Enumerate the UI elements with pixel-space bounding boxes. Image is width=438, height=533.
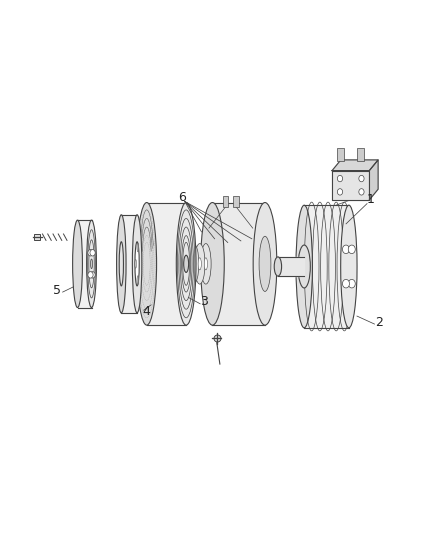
Circle shape	[90, 249, 95, 256]
Circle shape	[343, 245, 350, 254]
Circle shape	[348, 245, 355, 254]
Ellipse shape	[341, 205, 357, 328]
Ellipse shape	[253, 203, 277, 325]
Ellipse shape	[137, 243, 139, 252]
Polygon shape	[332, 171, 369, 200]
Ellipse shape	[135, 242, 139, 286]
Ellipse shape	[198, 258, 201, 270]
Ellipse shape	[137, 276, 139, 285]
FancyBboxPatch shape	[233, 196, 239, 207]
Circle shape	[359, 175, 364, 182]
Circle shape	[359, 189, 364, 195]
Ellipse shape	[274, 257, 282, 276]
Ellipse shape	[117, 215, 126, 313]
Ellipse shape	[192, 258, 195, 270]
Ellipse shape	[119, 242, 124, 286]
Ellipse shape	[181, 258, 185, 270]
Ellipse shape	[178, 244, 188, 284]
FancyBboxPatch shape	[337, 148, 344, 161]
Circle shape	[337, 189, 343, 195]
Ellipse shape	[73, 220, 82, 308]
Polygon shape	[78, 220, 92, 308]
Text: 4: 4	[143, 305, 151, 318]
FancyBboxPatch shape	[223, 196, 228, 207]
Ellipse shape	[182, 244, 193, 284]
Ellipse shape	[204, 258, 208, 270]
Ellipse shape	[176, 203, 196, 325]
Ellipse shape	[87, 220, 96, 308]
FancyBboxPatch shape	[357, 148, 364, 161]
Text: 1: 1	[366, 193, 374, 206]
Ellipse shape	[259, 236, 271, 292]
Circle shape	[90, 272, 95, 278]
Text: 2: 2	[375, 316, 383, 329]
Text: 5: 5	[53, 284, 61, 297]
Text: 6: 6	[178, 191, 186, 204]
Ellipse shape	[184, 255, 189, 272]
Ellipse shape	[201, 244, 211, 284]
Circle shape	[337, 175, 343, 182]
Ellipse shape	[132, 215, 142, 313]
Circle shape	[88, 249, 93, 256]
Polygon shape	[212, 203, 265, 325]
Polygon shape	[304, 205, 349, 328]
Circle shape	[88, 272, 93, 278]
Polygon shape	[369, 160, 378, 200]
Circle shape	[343, 279, 350, 288]
Polygon shape	[121, 215, 137, 313]
Polygon shape	[278, 257, 304, 276]
Ellipse shape	[194, 244, 205, 284]
Ellipse shape	[91, 259, 92, 269]
Circle shape	[348, 279, 355, 288]
Ellipse shape	[296, 205, 312, 328]
Ellipse shape	[137, 203, 157, 325]
Text: 3: 3	[200, 295, 208, 308]
Ellipse shape	[186, 258, 189, 270]
Ellipse shape	[188, 244, 199, 284]
Polygon shape	[332, 160, 378, 171]
Ellipse shape	[135, 260, 137, 268]
Ellipse shape	[298, 245, 311, 288]
Ellipse shape	[201, 203, 224, 325]
Polygon shape	[147, 203, 186, 325]
